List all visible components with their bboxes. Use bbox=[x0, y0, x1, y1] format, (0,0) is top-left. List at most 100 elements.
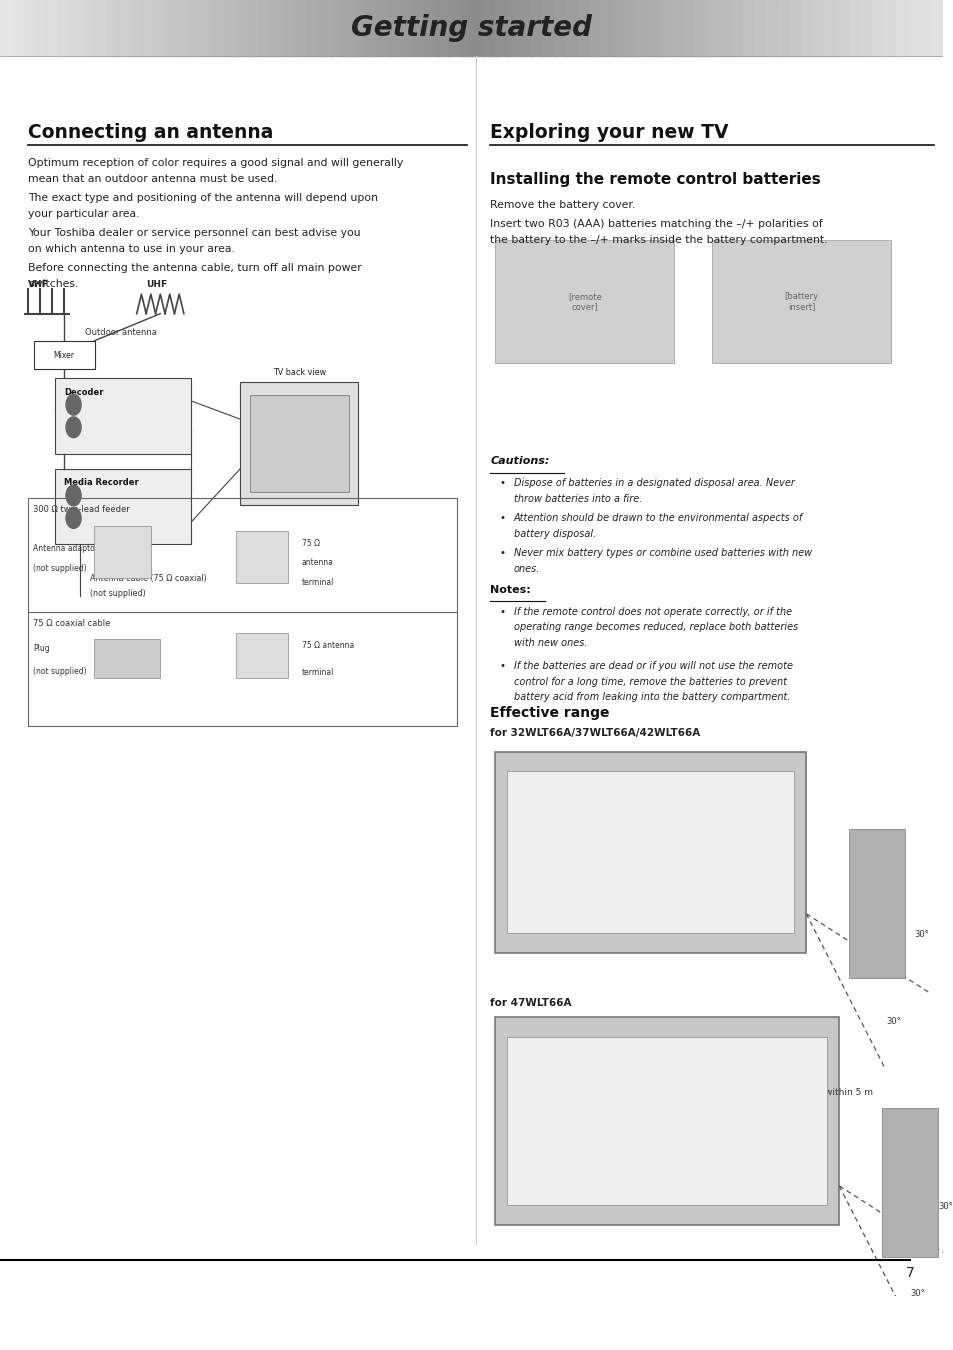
Bar bbox=[424, 0, 437, 55]
Bar bbox=[507, 771, 793, 933]
Bar bbox=[250, 396, 349, 493]
Text: Cautions:: Cautions: bbox=[490, 456, 549, 466]
Bar bbox=[741, 0, 756, 55]
Text: (not supplied): (not supplied) bbox=[33, 667, 87, 675]
Bar bbox=[436, 0, 449, 55]
Bar bbox=[235, 0, 249, 55]
Bar bbox=[506, 0, 520, 55]
Bar bbox=[106, 0, 120, 55]
Bar bbox=[565, 0, 578, 55]
Bar bbox=[848, 0, 862, 55]
Bar bbox=[471, 0, 485, 55]
Bar bbox=[612, 0, 626, 55]
Text: switches.: switches. bbox=[29, 278, 78, 289]
Text: (not supplied): (not supplied) bbox=[90, 589, 145, 598]
Bar bbox=[719, 0, 732, 55]
Bar bbox=[554, 0, 567, 55]
Bar bbox=[600, 0, 614, 55]
Bar bbox=[294, 0, 308, 55]
Bar bbox=[341, 0, 355, 55]
Bar bbox=[507, 1037, 826, 1206]
Text: antenna: antenna bbox=[301, 558, 334, 567]
Bar bbox=[118, 0, 132, 55]
Text: Media Recorder: Media Recorder bbox=[64, 478, 139, 487]
Bar bbox=[35, 0, 49, 55]
Bar bbox=[130, 0, 143, 55]
Text: (not supplied): (not supplied) bbox=[33, 564, 87, 572]
Text: Attention should be drawn to the environmental aspects of: Attention should be drawn to the environ… bbox=[514, 513, 802, 524]
Text: Antenna adaptor: Antenna adaptor bbox=[33, 544, 98, 554]
Text: If the batteries are dead or if you will not use the remote: If the batteries are dead or if you will… bbox=[514, 662, 792, 671]
Bar bbox=[54, 470, 192, 544]
Bar bbox=[495, 0, 508, 55]
Bar bbox=[235, 633, 287, 678]
Bar bbox=[801, 0, 814, 55]
Bar bbox=[930, 0, 943, 55]
Bar bbox=[459, 0, 473, 55]
Bar bbox=[224, 0, 237, 55]
Bar bbox=[624, 0, 638, 55]
Bar bbox=[541, 0, 556, 55]
Text: VHF: VHF bbox=[29, 279, 49, 289]
Bar bbox=[153, 0, 167, 55]
Bar bbox=[376, 0, 391, 55]
Bar bbox=[212, 0, 226, 55]
Bar bbox=[71, 0, 84, 55]
Text: 30°: 30° bbox=[937, 1203, 952, 1211]
Text: for 32WLT66A/37WLT66A/42WLT66A: for 32WLT66A/37WLT66A/42WLT66A bbox=[490, 729, 700, 738]
Text: Exploring your new TV: Exploring your new TV bbox=[490, 123, 728, 142]
Bar bbox=[648, 0, 661, 55]
Text: 30°: 30° bbox=[914, 930, 928, 940]
Bar bbox=[82, 0, 96, 55]
Bar bbox=[59, 0, 72, 55]
Bar bbox=[711, 240, 890, 363]
Bar bbox=[271, 0, 285, 55]
Text: Connecting an antenna: Connecting an antenna bbox=[29, 123, 274, 142]
Circle shape bbox=[66, 417, 81, 437]
Bar bbox=[247, 0, 261, 55]
Bar bbox=[330, 0, 343, 55]
Text: The exact type and positioning of the antenna will depend upon: The exact type and positioning of the an… bbox=[29, 193, 378, 202]
Text: 75 Ω coaxial cable: 75 Ω coaxial cable bbox=[33, 620, 111, 629]
Bar bbox=[659, 0, 673, 55]
Text: TV back view: TV back view bbox=[273, 369, 326, 377]
Bar bbox=[789, 0, 802, 55]
Text: terminal: terminal bbox=[301, 578, 334, 586]
Text: battery disposal.: battery disposal. bbox=[514, 529, 596, 539]
Bar bbox=[483, 0, 497, 55]
Bar bbox=[895, 0, 908, 55]
Bar bbox=[29, 498, 456, 726]
Bar bbox=[389, 0, 402, 55]
Text: your particular area.: your particular area. bbox=[29, 209, 140, 219]
Text: within 5 m: within 5 m bbox=[824, 1088, 872, 1098]
Bar bbox=[400, 0, 414, 55]
Bar bbox=[200, 0, 213, 55]
Text: •: • bbox=[499, 548, 505, 558]
Bar bbox=[671, 0, 685, 55]
Bar bbox=[706, 0, 720, 55]
Text: the battery to the –/+ marks inside the battery compartment.: the battery to the –/+ marks inside the … bbox=[490, 235, 827, 244]
Bar bbox=[318, 0, 332, 55]
Bar bbox=[495, 240, 674, 363]
Bar bbox=[836, 0, 850, 55]
Bar bbox=[813, 0, 826, 55]
Bar bbox=[881, 1108, 937, 1257]
Text: operating range becomes reduced, replace both batteries: operating range becomes reduced, replace… bbox=[514, 622, 798, 632]
Bar bbox=[189, 0, 202, 55]
Circle shape bbox=[66, 485, 81, 506]
Bar bbox=[365, 0, 378, 55]
Bar bbox=[824, 0, 838, 55]
Bar bbox=[695, 0, 708, 55]
Text: Notes:: Notes: bbox=[490, 585, 531, 594]
Bar bbox=[871, 0, 885, 55]
Text: battery acid from leaking into the battery compartment.: battery acid from leaking into the batte… bbox=[514, 693, 790, 702]
Bar bbox=[683, 0, 697, 55]
Bar bbox=[848, 829, 904, 979]
Bar bbox=[883, 0, 897, 55]
Text: mean that an outdoor antenna must be used.: mean that an outdoor antenna must be use… bbox=[29, 174, 277, 184]
Text: 30°: 30° bbox=[885, 1017, 901, 1026]
Text: •: • bbox=[499, 662, 505, 671]
Bar bbox=[283, 0, 296, 55]
Bar bbox=[577, 0, 591, 55]
Bar bbox=[495, 1018, 839, 1224]
